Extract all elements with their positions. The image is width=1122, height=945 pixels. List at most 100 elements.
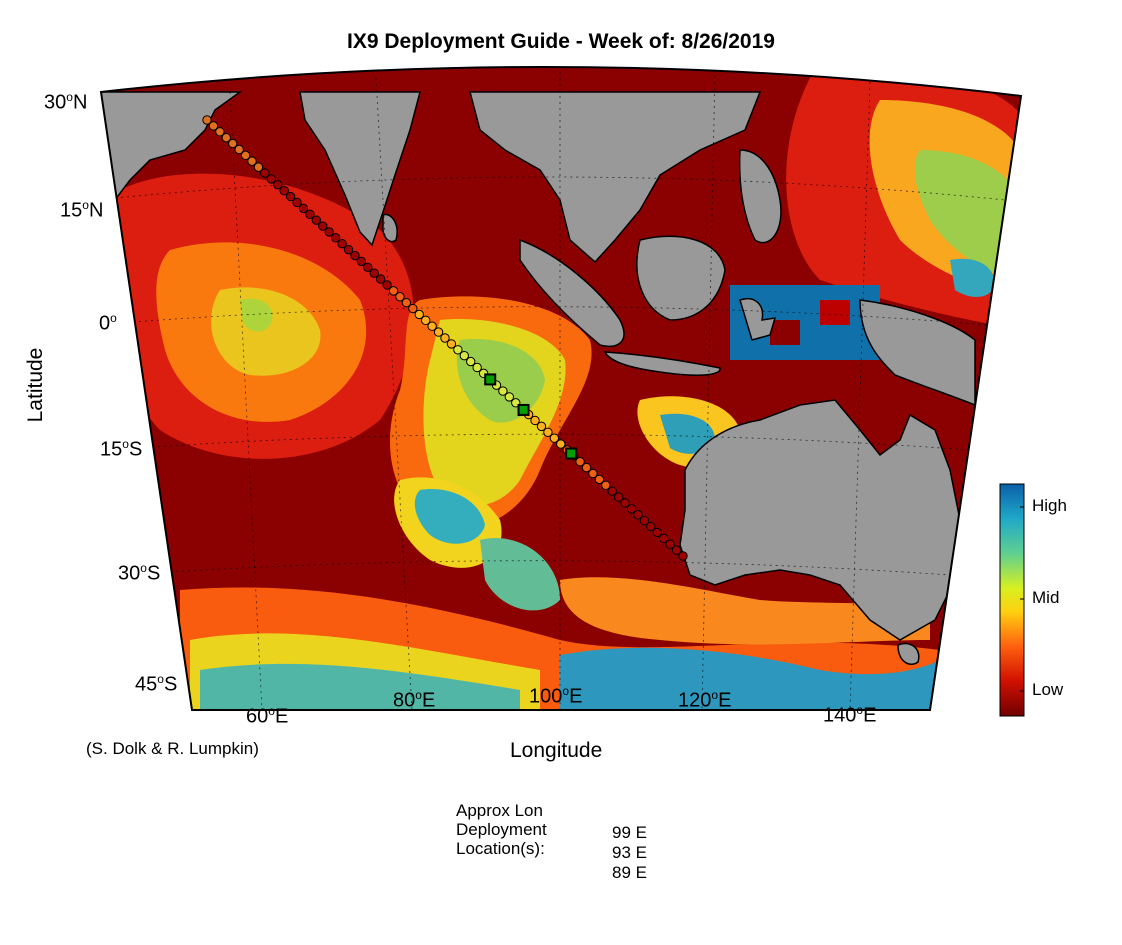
deployment-values: 99 E 93 E 89 E	[612, 823, 647, 883]
track-point	[594, 474, 605, 485]
track-point	[266, 174, 277, 184]
track-point	[549, 433, 560, 443]
lat-label-0: 0o	[99, 311, 117, 335]
track-point	[446, 339, 457, 349]
lat-label-30s: 30oS	[118, 561, 161, 585]
deployment-heading-line: Deployment	[456, 820, 547, 839]
track-point	[671, 545, 682, 555]
track-point	[433, 327, 444, 337]
track-point	[285, 191, 296, 202]
deployment-heading: Approx Lon Deployment Location(s):	[456, 801, 547, 858]
map-frame	[99, 65, 1023, 711]
y-axis-label: Latitude	[24, 347, 47, 423]
track-point	[292, 197, 302, 208]
deployment-marker	[517, 403, 530, 416]
credit-text: (S. Dolk & R. Lumpkin)	[86, 739, 259, 758]
track-point	[363, 262, 373, 272]
deployment-marker	[565, 447, 578, 460]
colorbar-label-low: Low	[1032, 680, 1064, 699]
track-point	[208, 121, 219, 131]
track-point	[343, 244, 354, 255]
land-se-asia	[469, 91, 762, 264]
track-point	[324, 227, 334, 237]
track-point	[202, 115, 212, 125]
colorbar-ticks	[1020, 506, 1024, 692]
lon-label-140e: 140oE	[823, 703, 877, 727]
track-point	[421, 315, 431, 326]
track-point	[408, 303, 418, 314]
track-point	[556, 439, 566, 449]
track-point	[472, 362, 482, 373]
deployment-value: 93 E	[612, 843, 647, 862]
track-point	[228, 138, 238, 149]
lon-label-100e: 100oE	[529, 684, 583, 708]
track-point	[626, 504, 637, 514]
lat-label-45s: 45oS	[135, 672, 178, 696]
track-point	[607, 486, 617, 496]
track-point	[459, 350, 469, 361]
deployment-value: 89 E	[612, 863, 647, 882]
track-point	[401, 297, 412, 308]
lat-label-30n: 30oN	[44, 90, 88, 114]
track-point	[221, 132, 231, 143]
track-point	[298, 203, 309, 214]
track-point	[375, 274, 386, 284]
track-point	[504, 392, 515, 402]
deployment-heading-line: Approx Lon	[456, 801, 543, 820]
track-point	[318, 221, 328, 231]
track-point	[652, 527, 662, 538]
track-point	[678, 551, 688, 561]
lon-label-60e: 60oE	[246, 704, 289, 728]
land-australia	[679, 399, 961, 641]
lon-label-120e: 120oE	[678, 688, 732, 712]
track-point	[350, 250, 360, 261]
lon-label-80e: 80oE	[393, 688, 436, 712]
track-point	[395, 292, 405, 302]
deployment-value: 99 E	[612, 823, 647, 842]
colorbar-label-mid: Mid	[1032, 588, 1060, 607]
track-point	[581, 462, 592, 473]
colorbar-label-high: High	[1032, 496, 1067, 515]
land-java	[603, 351, 721, 376]
track-point	[414, 309, 424, 320]
track-point	[305, 209, 315, 219]
track-point	[613, 492, 624, 502]
track-point	[536, 421, 547, 432]
map-area	[101, 66, 1021, 711]
track-point	[498, 386, 508, 396]
ship-track	[202, 115, 688, 561]
track-point	[639, 515, 650, 526]
track-point	[240, 150, 251, 161]
track-point	[575, 457, 585, 467]
deployment-heading-line: Location(s):	[456, 839, 545, 858]
track-point	[620, 498, 630, 508]
track-point	[330, 233, 341, 243]
track-point	[427, 321, 437, 331]
track-point	[543, 427, 553, 437]
track-point	[356, 256, 367, 267]
track-point	[253, 162, 264, 172]
deployment-marker	[484, 373, 497, 386]
track-point	[588, 468, 598, 479]
track-point	[633, 510, 643, 520]
track-point	[279, 186, 289, 196]
lat-label-15s: 15oS	[100, 437, 143, 461]
track-point	[453, 345, 463, 355]
land	[101, 91, 976, 666]
land-new-guinea	[859, 299, 976, 407]
track-point	[665, 539, 675, 549]
track-point	[466, 356, 476, 367]
land-sulawesi	[739, 298, 777, 341]
track-point	[388, 286, 399, 296]
track-point	[273, 180, 283, 190]
land-philippines	[738, 149, 782, 244]
track-point	[215, 127, 225, 137]
track-point	[247, 156, 257, 166]
lat-label-15n: 15oN	[60, 198, 104, 222]
track-point	[260, 168, 270, 178]
track-point	[311, 215, 322, 225]
land-sumatra	[519, 238, 625, 347]
track-point	[530, 415, 540, 426]
track-point	[382, 280, 392, 290]
